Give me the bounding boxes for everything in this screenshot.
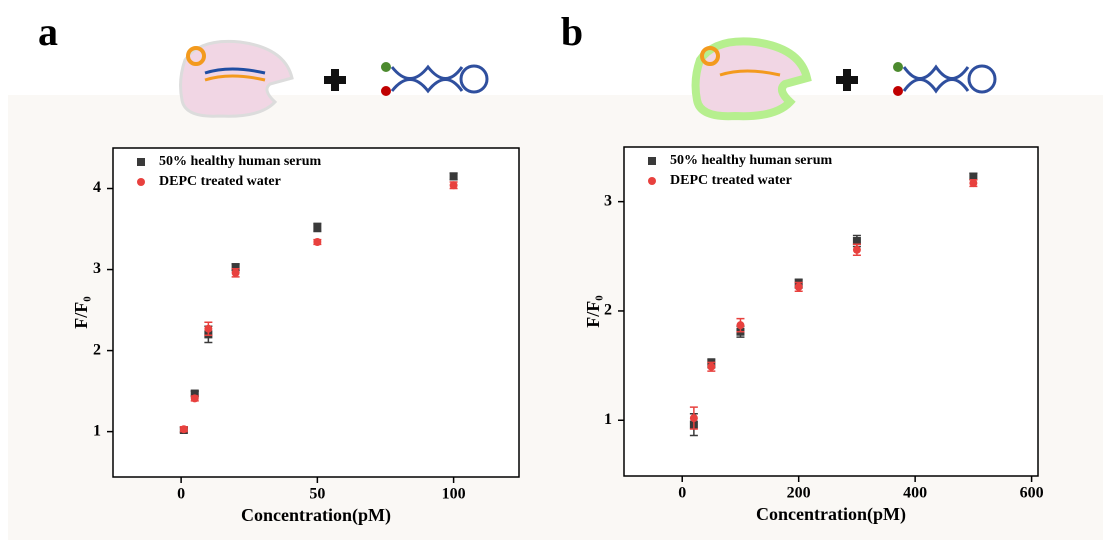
data-point: [794, 282, 803, 291]
data-point: [852, 245, 861, 254]
data-point: [204, 324, 213, 333]
y-tick-label: 2: [604, 302, 612, 319]
x-tick-label: 50: [309, 486, 325, 503]
data-point: [449, 172, 458, 181]
x-tick-label: 0: [177, 486, 185, 503]
x-tick-label: 600: [1020, 485, 1044, 502]
data-point: [689, 414, 698, 423]
y-axis-label: F/F₀: [583, 295, 603, 327]
y-tick-label: 4: [93, 179, 101, 196]
data-point: [313, 223, 322, 232]
data-point: [190, 389, 199, 398]
legend-marker: [137, 158, 145, 166]
legend-label: DEPC treated water: [670, 173, 792, 188]
legend-marker: [648, 157, 656, 165]
data-point: [736, 321, 745, 330]
data-point: [231, 263, 240, 272]
plot-frame: [623, 146, 1039, 477]
y-tick-label: 3: [604, 192, 612, 209]
x-tick-label: 100: [442, 486, 466, 503]
illustration-b: [691, 37, 997, 121]
data-point: [449, 181, 458, 190]
legend-label: 50% healthy human serum: [670, 153, 833, 168]
illustration-a: [179, 39, 489, 118]
x-tick-label: 400: [903, 485, 927, 502]
x-axis-label: Concentration(pM): [756, 504, 906, 525]
data-point: [969, 172, 978, 181]
data-point: [707, 362, 716, 371]
y-tick-label: 1: [93, 422, 101, 439]
y-axis-label: F/F₀: [71, 296, 91, 328]
legend-label: 50% healthy human serum: [159, 154, 322, 169]
y-tick-label: 2: [93, 341, 101, 358]
y-tick-label: 3: [93, 260, 101, 277]
panel-label: b: [561, 9, 583, 54]
x-tick-label: 0: [678, 485, 686, 502]
plot-frame: [112, 147, 520, 478]
data-point: [969, 179, 978, 188]
legend-marker: [137, 178, 145, 186]
legend-label: DEPC treated water: [159, 174, 281, 189]
data-point: [179, 425, 188, 434]
data-point: [313, 238, 322, 246]
data-point: [231, 268, 240, 277]
panel-label: a: [38, 9, 58, 54]
legend-marker: [648, 177, 656, 185]
x-tick-label: 200: [787, 485, 811, 502]
y-tick-label: 1: [604, 411, 612, 428]
x-axis-label: Concentration(pM): [241, 505, 391, 526]
data-point: [852, 237, 861, 245]
data-point: [190, 394, 199, 403]
